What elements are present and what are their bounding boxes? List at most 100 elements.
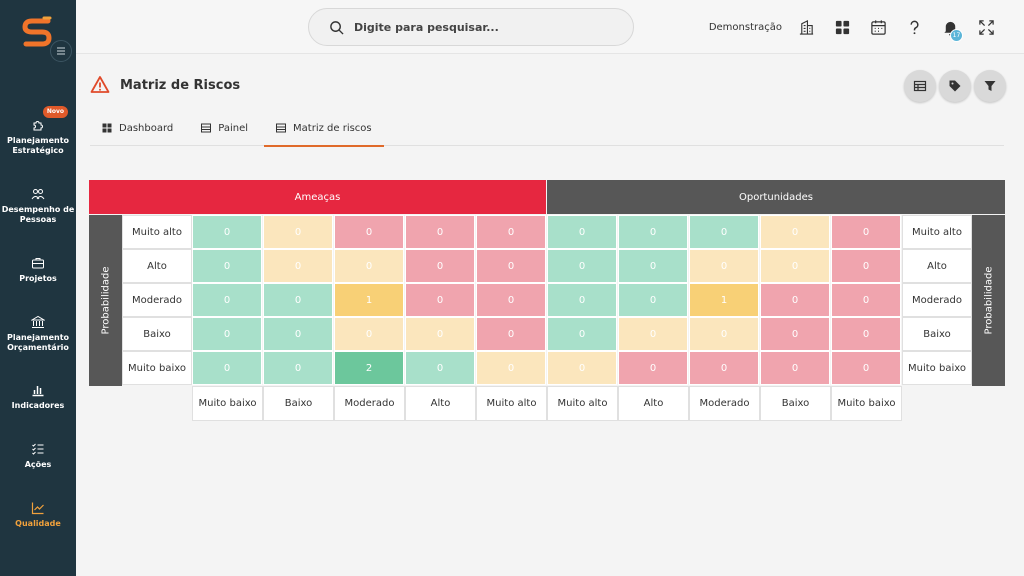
tab-dashboard[interactable]: Dashboard (90, 110, 185, 146)
threat-row-label: Muito alto (122, 215, 192, 249)
threat-cell[interactable]: 2 (334, 351, 404, 385)
opportunities-header: Oportunidades (547, 180, 1005, 214)
threat-cell[interactable]: 0 (405, 283, 475, 317)
opportunity-cell[interactable]: 0 (689, 317, 759, 351)
opportunity-cell[interactable]: 0 (618, 317, 688, 351)
threat-cell[interactable]: 0 (476, 283, 546, 317)
opportunity-cell[interactable]: 0 (831, 215, 901, 249)
sidebar-item-label: Planejamento Estratégico (6, 136, 70, 155)
opportunity-cell[interactable]: 0 (547, 249, 617, 283)
tab-label: Painel (218, 122, 249, 134)
panel-icon (201, 123, 212, 133)
opportunity-cell[interactable]: 0 (760, 283, 830, 317)
tag-icon (949, 80, 961, 92)
company-name[interactable]: Demonstração (708, 21, 782, 33)
opportunity-cell[interactable]: 0 (760, 249, 830, 283)
opportunity-cell[interactable]: 0 (547, 351, 617, 385)
threat-cell[interactable]: 0 (263, 283, 333, 317)
opportunity-cell[interactable]: 1 (689, 283, 759, 317)
menu-toggle-button[interactable] (50, 40, 72, 62)
fullscreen-button[interactable] (968, 9, 1004, 45)
opportunity-cell[interactable]: 0 (689, 249, 759, 283)
threat-cell[interactable]: 0 (476, 351, 546, 385)
bank-icon (31, 315, 45, 328)
threat-cell[interactable]: 0 (405, 317, 475, 351)
app-logo[interactable] (20, 15, 54, 49)
opportunity-cell[interactable]: 0 (831, 317, 901, 351)
checklist-icon (32, 443, 44, 455)
tags-button[interactable] (939, 70, 971, 102)
threat-cell[interactable]: 0 (476, 215, 546, 249)
apps-button[interactable] (824, 9, 860, 45)
threat-cell[interactable]: 0 (192, 351, 262, 385)
threat-cell[interactable]: 0 (405, 215, 475, 249)
panel-icon (276, 123, 287, 133)
opportunity-cell[interactable]: 0 (547, 317, 617, 351)
table-view-button[interactable] (904, 70, 936, 102)
threat-cell[interactable]: 0 (192, 317, 262, 351)
opportunity-cell[interactable]: 0 (689, 351, 759, 385)
opportunity-cell[interactable]: 0 (618, 351, 688, 385)
filter-button[interactable] (974, 70, 1006, 102)
sidebar-item-qualidade[interactable]: Qualidade (0, 501, 76, 529)
threat-row-label: Moderado (122, 283, 192, 317)
opportunity-cell[interactable]: 0 (831, 351, 901, 385)
threat-cell[interactable]: 0 (334, 249, 404, 283)
threat-cell[interactable]: 0 (192, 249, 262, 283)
threat-cell[interactable]: 0 (405, 249, 475, 283)
tab-matriz-riscos[interactable]: Matriz de riscos (264, 110, 384, 147)
notifications-button[interactable]: 17 (932, 9, 968, 45)
opportunity-cell[interactable]: 0 (618, 215, 688, 249)
calendar-button[interactable] (860, 9, 896, 45)
sidebar-item-projetos[interactable]: Projetos (0, 256, 76, 284)
opportunity-row-label: Alto (902, 249, 972, 283)
opportunity-cell[interactable]: 0 (831, 283, 901, 317)
opportunity-cell[interactable]: 0 (618, 249, 688, 283)
opportunity-row-label: Muito baixo (902, 351, 972, 385)
threat-cell[interactable]: 0 (192, 283, 262, 317)
opportunity-cell[interactable]: 0 (831, 249, 901, 283)
threat-cell[interactable]: 0 (334, 215, 404, 249)
bar-chart-icon (32, 386, 44, 397)
sidebar-item-label: Ações (24, 460, 52, 469)
company-button[interactable] (788, 9, 824, 45)
axis-label: Probabilidade (983, 266, 994, 335)
opportunity-cell[interactable]: 0 (689, 215, 759, 249)
threat-row-label: Baixo (122, 317, 192, 351)
threats-probability-axis: Probabilidade (89, 215, 122, 386)
opportunity-cell[interactable]: 0 (547, 283, 617, 317)
opportunity-cell[interactable]: 0 (618, 283, 688, 317)
sidebar-item-desempenho-pessoas[interactable]: Desempenho de Pessoas (0, 187, 76, 225)
threat-cell[interactable]: 0 (192, 215, 262, 249)
page-actions (904, 70, 1006, 102)
threat-column-label: Baixo (263, 386, 334, 421)
dashboard-icon (102, 123, 112, 133)
threat-cell[interactable]: 0 (263, 215, 333, 249)
threat-cell[interactable]: 0 (334, 317, 404, 351)
sidebar-item-label: Qualidade (15, 519, 61, 528)
threat-cell[interactable]: 0 (263, 249, 333, 283)
people-icon (31, 189, 45, 200)
threat-cell[interactable]: 0 (476, 249, 546, 283)
threat-cell[interactable]: 0 (476, 317, 546, 351)
sidebar-item-planejamento-orcamentario[interactable]: Planejamento Orçamentário (0, 315, 76, 353)
opportunity-cell[interactable]: 0 (760, 215, 830, 249)
search-input[interactable]: Digite para pesquisar... (308, 8, 634, 46)
threat-cell[interactable]: 1 (334, 283, 404, 317)
sidebar-item-planejamento-estrategico[interactable]: Novo Planejamento Estratégico (0, 106, 76, 156)
opportunity-cell[interactable]: 0 (760, 351, 830, 385)
trend-icon (31, 502, 44, 515)
tab-painel[interactable]: Painel (189, 110, 260, 146)
sidebar-item-indicadores[interactable]: Indicadores (0, 383, 76, 411)
opportunity-cell[interactable]: 0 (760, 317, 830, 351)
threat-cell[interactable]: 0 (263, 351, 333, 385)
help-button[interactable] (896, 9, 932, 45)
sidebar-item-acoes[interactable]: Ações (0, 442, 76, 470)
threat-cell[interactable]: 0 (263, 317, 333, 351)
threat-cell[interactable]: 0 (405, 351, 475, 385)
puzzle-icon (33, 121, 43, 131)
tab-bar: Dashboard Painel Matriz de riscos (90, 110, 1004, 147)
threat-column-label: Muito baixo (192, 386, 263, 421)
table-icon (913, 80, 927, 92)
opportunity-cell[interactable]: 0 (547, 215, 617, 249)
